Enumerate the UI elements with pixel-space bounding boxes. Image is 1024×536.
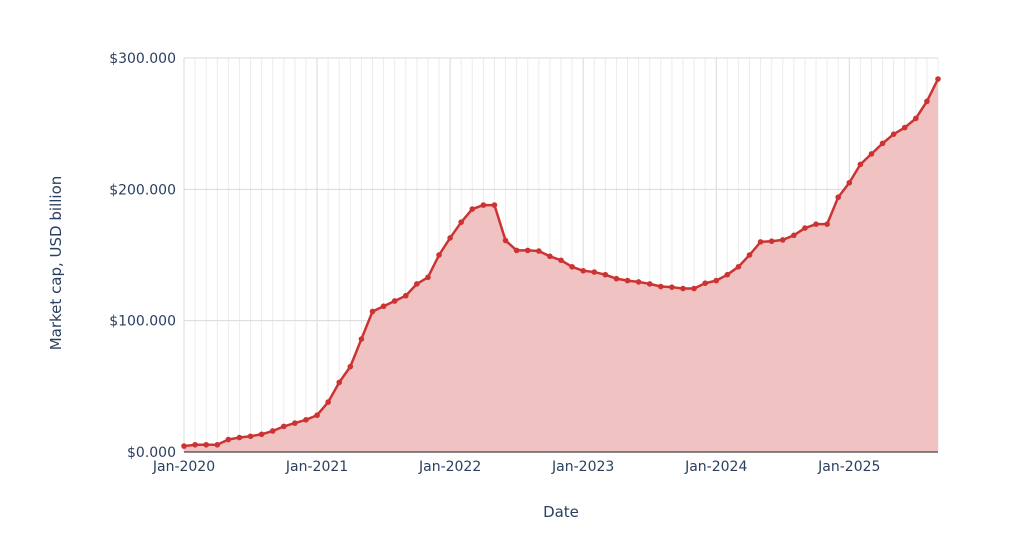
data-point xyxy=(624,277,631,284)
data-point xyxy=(214,441,221,448)
y-tick-label: $100.000 xyxy=(109,314,176,330)
data-point xyxy=(292,420,298,426)
data-point xyxy=(768,238,775,245)
data-point xyxy=(358,336,365,342)
data-point xyxy=(491,202,498,208)
data-point xyxy=(857,161,864,168)
area-fill xyxy=(184,79,938,452)
data-point xyxy=(380,303,387,310)
data-point xyxy=(203,441,209,448)
data-point xyxy=(735,264,742,270)
x-tick-label: Jan-2025 xyxy=(817,459,880,475)
data-point xyxy=(436,252,442,258)
y-axis-title: Market cap, USD billion xyxy=(47,176,65,351)
data-point xyxy=(391,298,398,304)
data-point xyxy=(813,221,819,227)
data-point xyxy=(336,379,343,386)
x-tick-labels: Jan-2020 Jan-2021 Jan-2022 Jan-2023 Jan-2024… xyxy=(152,459,881,475)
data-point xyxy=(835,194,842,201)
data-point xyxy=(580,267,586,274)
data-point xyxy=(258,431,265,438)
data-point xyxy=(680,285,686,292)
data-point xyxy=(613,275,620,282)
data-point xyxy=(225,436,232,443)
data-point xyxy=(724,271,731,278)
data-point xyxy=(369,308,376,315)
data-point xyxy=(713,277,720,284)
y-tick-labels: $0.000 $100.000 $200.000 $300.000 xyxy=(109,51,176,461)
data-point xyxy=(513,247,520,254)
data-point xyxy=(314,412,320,419)
data-point xyxy=(824,221,830,227)
data-point xyxy=(280,423,287,430)
data-point xyxy=(846,179,853,186)
data-point xyxy=(458,219,465,225)
data-point xyxy=(935,76,941,82)
x-tick-label: Jan-2023 xyxy=(551,459,614,475)
data-point xyxy=(868,151,875,157)
data-point xyxy=(502,237,509,244)
x-axis-title: Date xyxy=(543,503,579,521)
data-point xyxy=(657,283,664,290)
data-point xyxy=(802,225,808,231)
data-point xyxy=(646,281,653,287)
data-points xyxy=(181,76,941,449)
x-tick-label: Jan-2021 xyxy=(285,459,348,475)
data-point xyxy=(702,280,708,287)
x-tick-label: Jan-2020 xyxy=(152,459,215,475)
data-point xyxy=(414,281,420,287)
data-point xyxy=(669,284,675,290)
y-tick-label: $0.000 xyxy=(127,445,176,461)
data-point xyxy=(547,253,553,260)
data-point xyxy=(536,248,542,254)
data-point xyxy=(303,417,309,423)
data-point xyxy=(558,257,564,264)
data-point xyxy=(402,292,409,299)
data-point xyxy=(901,124,908,131)
x-tick-label: Jan-2022 xyxy=(418,459,481,475)
data-point xyxy=(779,237,786,243)
data-point xyxy=(591,269,598,275)
data-point xyxy=(746,252,753,258)
data-point xyxy=(890,131,897,137)
data-point xyxy=(325,399,331,405)
data-point xyxy=(569,264,575,270)
data-point xyxy=(447,235,453,241)
y-tick-label: $300.000 xyxy=(109,51,176,67)
data-point xyxy=(236,434,243,441)
data-point xyxy=(791,232,797,239)
data-point xyxy=(425,274,431,281)
y-tick-label: $200.000 xyxy=(109,182,176,198)
x-tick-label: Jan-2024 xyxy=(684,459,747,475)
data-point xyxy=(879,140,886,147)
data-point xyxy=(269,428,276,434)
data-point xyxy=(924,98,930,105)
data-point xyxy=(524,247,531,254)
data-point xyxy=(602,271,609,278)
data-point xyxy=(247,433,254,440)
data-point xyxy=(691,285,697,292)
data-point xyxy=(192,441,198,448)
data-point xyxy=(181,443,187,449)
data-point xyxy=(757,239,764,245)
data-point xyxy=(480,202,487,208)
data-point xyxy=(635,279,642,285)
data-point xyxy=(347,363,354,370)
data-point xyxy=(469,206,476,212)
data-point xyxy=(913,115,919,122)
